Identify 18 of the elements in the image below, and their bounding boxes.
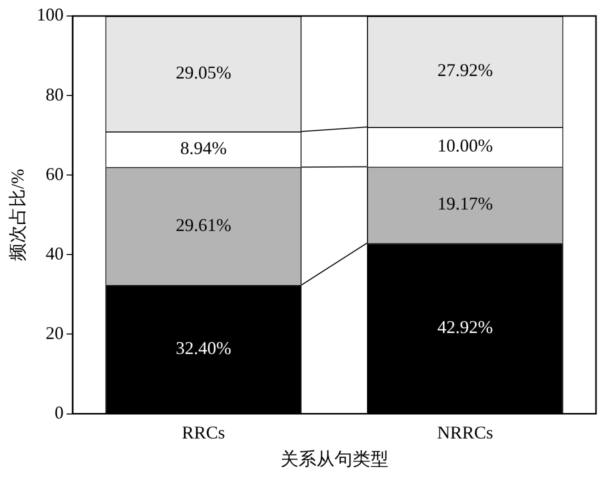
data-label: 42.92% — [437, 316, 493, 337]
data-label: 19.17% — [437, 194, 493, 214]
x-tick-label: NRRCs — [437, 422, 494, 442]
data-label: 10.00% — [437, 136, 493, 156]
y-axis-title: 频次占比/% — [8, 168, 28, 261]
data-label: 8.94% — [180, 138, 227, 158]
y-tick-label: 40 — [46, 243, 64, 264]
y-tick-label: 100 — [36, 4, 64, 25]
data-label: 27.92% — [437, 60, 493, 80]
data-label: 29.61% — [176, 214, 232, 235]
data-label: 32.40% — [176, 338, 232, 358]
y-tick-label: 60 — [46, 164, 64, 184]
y-tick-label: 20 — [46, 322, 64, 343]
x-axis-title: 关系从句类型 — [280, 448, 388, 469]
y-tick-label: 0 — [54, 402, 64, 423]
y-tick-label: 80 — [46, 84, 64, 104]
data-label: 29.05% — [176, 62, 232, 83]
x-tick-label: RRCs — [182, 422, 225, 442]
